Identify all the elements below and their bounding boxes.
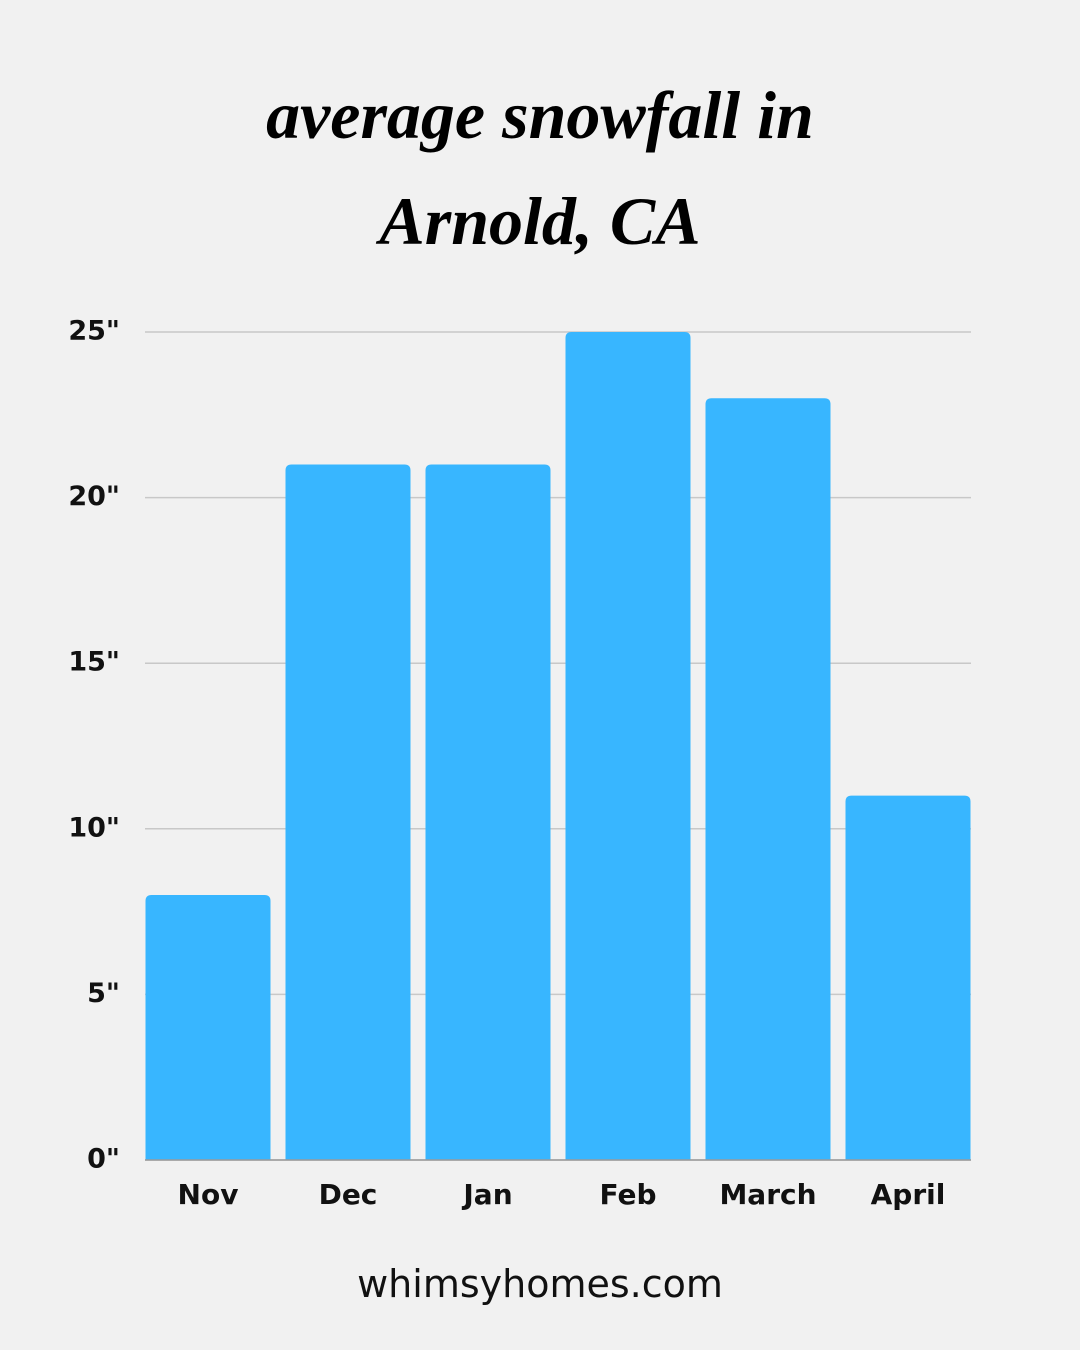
x-tick-label: April — [871, 1178, 946, 1211]
x-tick-label: Feb — [599, 1178, 656, 1211]
bar — [565, 332, 691, 1160]
y-tick-label: 20" — [68, 481, 120, 512]
y-tick-label: 25" — [68, 316, 120, 347]
bar — [285, 464, 411, 1161]
x-tick-label: March — [719, 1178, 816, 1211]
x-tick-label: Jan — [461, 1178, 512, 1211]
bar — [425, 464, 551, 1161]
bar — [845, 795, 971, 1160]
y-tick-label: 5" — [87, 978, 120, 1009]
y-tick-label: 10" — [68, 812, 120, 843]
chart-title: average snowfall in Arnold, CA — [266, 77, 814, 259]
x-tick-label: Dec — [319, 1178, 378, 1211]
source: whimsyhomes.com — [357, 1262, 723, 1306]
x-tick-label: Nov — [178, 1178, 239, 1211]
y-tick-label: 15" — [68, 647, 120, 678]
bar — [145, 895, 271, 1160]
y-tick-label: 0" — [87, 1144, 120, 1175]
bar — [705, 398, 831, 1160]
